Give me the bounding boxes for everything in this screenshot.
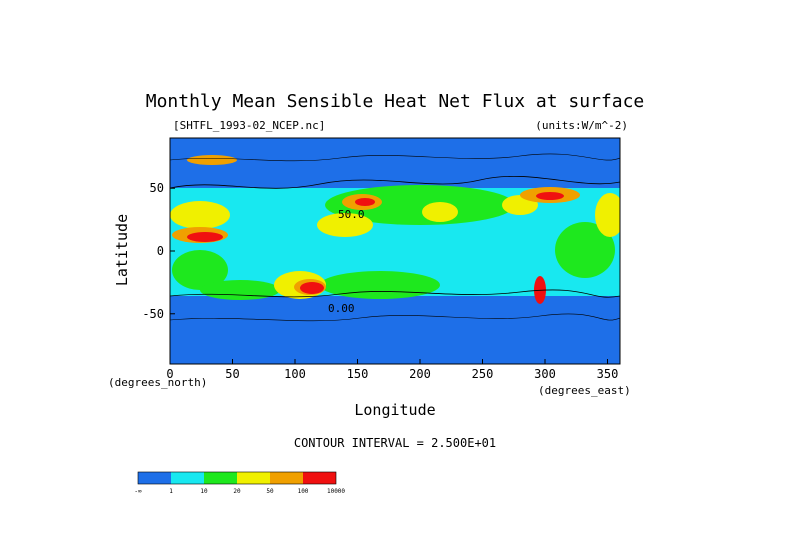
green-region xyxy=(320,271,440,299)
colorbar-label: 10 xyxy=(200,488,208,495)
contour-line xyxy=(170,175,620,189)
chart-title: Monthly Mean Sensible Heat Net Flux at s… xyxy=(146,91,645,112)
units-label: (units:W/m^-2) xyxy=(535,119,628,132)
colorbar-swatch xyxy=(171,472,204,484)
green-region xyxy=(555,222,615,278)
red-region xyxy=(536,192,564,200)
colorbar-swatch xyxy=(303,472,336,484)
colorbar-label: 100 xyxy=(298,488,309,495)
north-band xyxy=(170,138,620,188)
colorbar-swatch xyxy=(237,472,270,484)
colorbar: -∞ 1 10 20 50 100 10000 xyxy=(134,471,345,495)
contour-label: 50.0 xyxy=(338,208,365,221)
x-tick-label: 0 xyxy=(166,367,173,381)
south-band xyxy=(170,296,620,364)
y-unit-note: (degrees_north) xyxy=(108,376,207,389)
x-tick-label: 250 xyxy=(472,367,494,381)
yellow-region xyxy=(595,193,620,237)
x-tick-label: 300 xyxy=(534,367,556,381)
yellow-region xyxy=(317,213,373,237)
contour-label: 0.00 xyxy=(328,302,355,315)
colorbar-swatch xyxy=(138,472,171,484)
y-tick-label: 50 xyxy=(150,181,164,195)
x-tick-label: 200 xyxy=(409,367,431,381)
flux-map xyxy=(170,138,620,364)
x-tick-label: 100 xyxy=(284,367,306,381)
green-region xyxy=(325,185,515,225)
red-region xyxy=(300,282,324,294)
colorbar-frame xyxy=(137,471,337,485)
green-region xyxy=(200,280,280,300)
y-axis-ticks: 50 0 -50 xyxy=(142,181,175,321)
colorbar-label: 20 xyxy=(233,488,241,495)
x-tick-label: 50 xyxy=(225,367,239,381)
orange-region xyxy=(187,155,237,165)
colorbar-label: 50 xyxy=(266,488,274,495)
x-axis-ticks: 0 50 100 150 200 250 300 350 xyxy=(166,359,618,381)
file-label: [SHTFL_1993-02_NCEP.nc] xyxy=(173,119,325,132)
yellow-region xyxy=(422,202,458,222)
contour-interval: CONTOUR INTERVAL = 2.500E+01 xyxy=(294,436,496,450)
green-region xyxy=(172,250,228,290)
colorbar-label: 10000 xyxy=(327,488,345,495)
red-region xyxy=(355,198,375,206)
colorbar-label: -∞ xyxy=(134,488,142,495)
x-tick-label: 350 xyxy=(597,367,619,381)
y-axis-label: Latitude xyxy=(113,214,131,286)
y-tick-label: -50 xyxy=(142,307,164,321)
x-axis-label: Longitude xyxy=(354,401,435,419)
y-tick-label: 0 xyxy=(157,244,164,258)
contour-line xyxy=(170,153,620,162)
contour-line xyxy=(170,313,620,322)
red-region xyxy=(187,232,223,242)
colorbar-label: 1 xyxy=(169,488,173,495)
yellow-region xyxy=(170,201,230,229)
x-tick-label: 150 xyxy=(347,367,369,381)
colorbar-swatch xyxy=(270,472,303,484)
colorbar-swatch xyxy=(204,472,237,484)
contour-line xyxy=(170,289,620,298)
x-unit-note: (degrees_east) xyxy=(538,384,631,397)
